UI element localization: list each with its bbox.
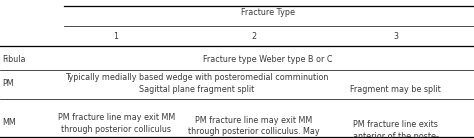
Text: PM fracture line may exit MM
through posterior colliculus: PM fracture line may exit MM through pos…: [57, 113, 175, 134]
Text: 1: 1: [114, 32, 118, 41]
Text: Typically medially based wedge with posteromedial comminution: Typically medially based wedge with post…: [65, 73, 328, 83]
Text: Fracture Type: Fracture Type: [241, 8, 295, 17]
Text: Fracture type Weber type B or C: Fracture type Weber type B or C: [203, 55, 333, 64]
Text: PM fracture line may exit MM
through posterior colliculus. May
have additional a: PM fracture line may exit MM through pos…: [186, 116, 321, 138]
Text: PM: PM: [2, 79, 14, 88]
Text: MM: MM: [2, 118, 16, 127]
Text: Fragment may be split: Fragment may be split: [350, 84, 441, 94]
Text: PM fracture line exits
anterior of the poste-
rior colliculus
with additional an: PM fracture line exits anterior of the p…: [353, 120, 439, 138]
Text: Fibula: Fibula: [2, 55, 26, 64]
Text: Sagittal plane fragment split: Sagittal plane fragment split: [139, 84, 255, 94]
Text: 2: 2: [251, 32, 256, 41]
Text: 3: 3: [393, 32, 398, 41]
